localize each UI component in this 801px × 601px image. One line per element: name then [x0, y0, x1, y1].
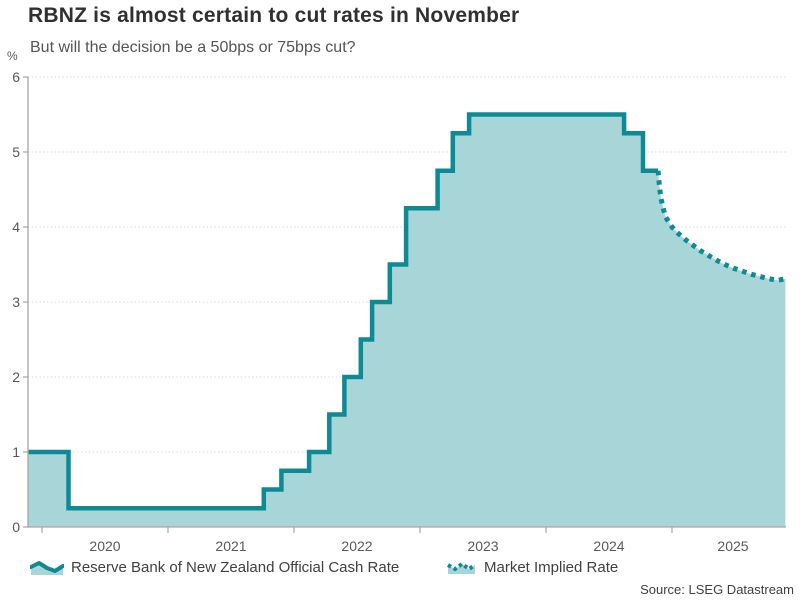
chart-title: RBNZ is almost certain to cut rates in N…: [28, 4, 520, 27]
x-tick-label: 2023: [467, 538, 498, 554]
x-tick-label: 2025: [717, 538, 748, 554]
y-tick-label: 1: [12, 444, 20, 460]
legend-label-official-cash-rate: Reserve Bank of New Zealand Official Cas…: [71, 559, 400, 576]
x-tick-label: 2022: [341, 538, 372, 554]
series-layer: [28, 112, 786, 527]
legend-label-market-implied-rate: Market Implied Rate: [484, 559, 619, 576]
y-axis-ticks: [23, 76, 28, 528]
x-tick-label: 2020: [89, 538, 120, 554]
y-axis-unit-label: %: [7, 49, 18, 63]
y-tick-label: 3: [12, 294, 20, 310]
y-tick-label: 4: [12, 219, 20, 235]
x-axis-labels: 2020 2021 2022 2023 2024 2025: [89, 538, 748, 554]
legend-item-market-implied-rate: Market Implied Rate: [447, 559, 618, 576]
y-tick-label: 6: [12, 69, 20, 85]
y-tick-label: 5: [12, 144, 20, 160]
y-axis-labels: 6 5 4 3 2 1 0: [12, 69, 20, 535]
legend: Reserve Bank of New Zealand Official Cas…: [0, 558, 801, 580]
rate-area-fill: [28, 114, 786, 527]
official-cash-rate-line: [28, 112, 659, 511]
legend-item-official-cash-rate: Reserve Bank of New Zealand Official Cas…: [30, 559, 399, 576]
area-line-legend-icon: [30, 560, 64, 575]
x-axis-ticks: [41, 527, 673, 533]
x-tick-label: 2021: [215, 538, 246, 554]
source-note: Source: LSEG Datastream: [640, 582, 794, 597]
y-tick-label: 2: [12, 369, 20, 385]
x-tick-label: 2024: [593, 538, 624, 554]
y-tick-label: 0: [12, 519, 20, 535]
dotted-line-legend-icon: [447, 561, 477, 574]
chart-subtitle: But will the decision be a 50bps or 75bp…: [30, 39, 356, 56]
